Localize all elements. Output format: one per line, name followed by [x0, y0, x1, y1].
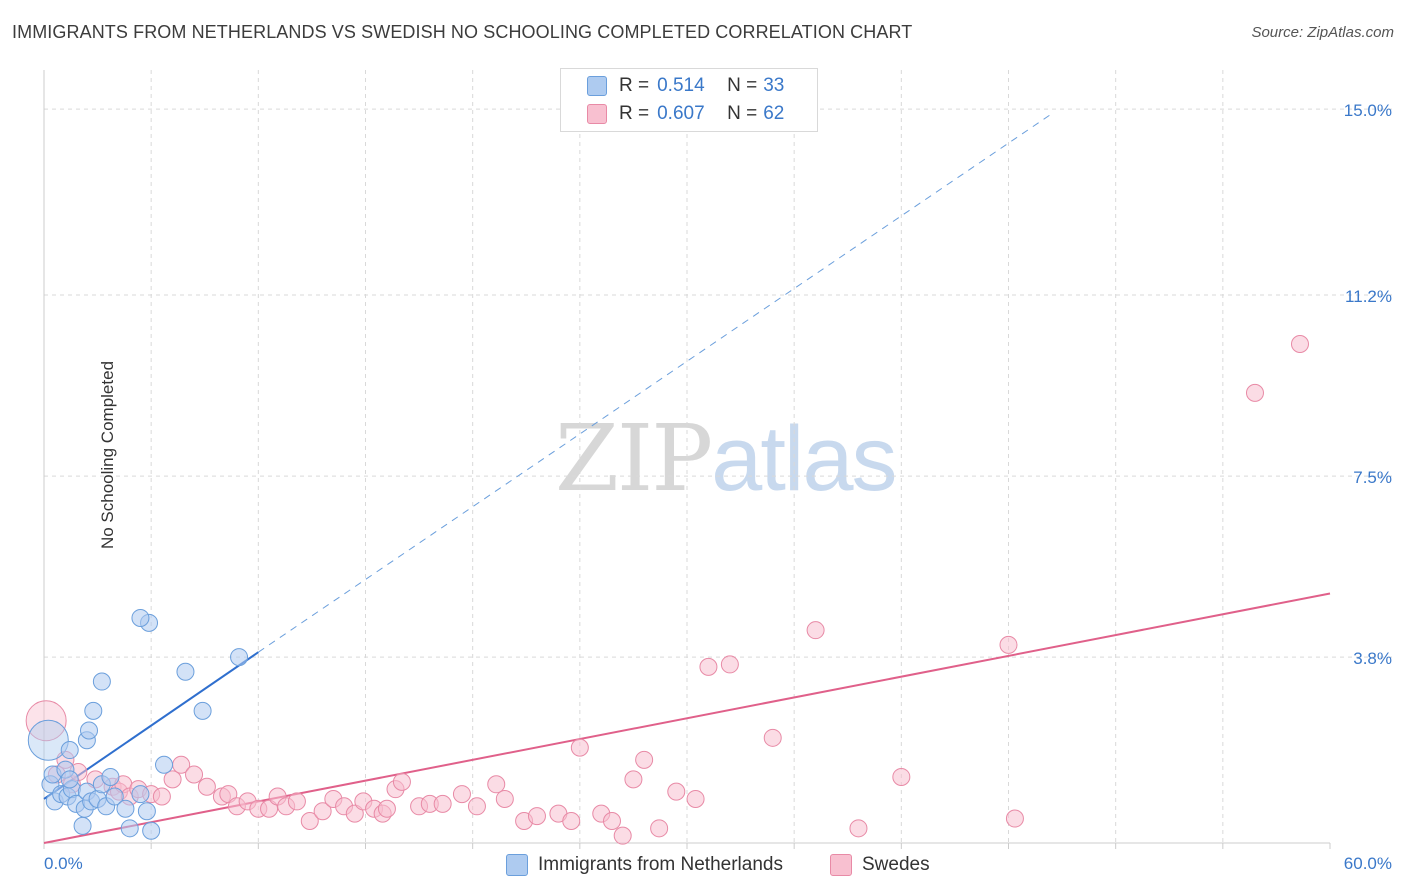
r-value: 0.514 [657, 75, 705, 96]
swedes-point [650, 819, 669, 838]
swedes-point [487, 775, 506, 794]
chart-title: IMMIGRANTS FROM NETHERLANDS VS SWEDISH N… [12, 22, 913, 42]
stats-row-swedes: R = 0.607 N = 62 [587, 101, 784, 127]
swedes-point [562, 811, 581, 830]
netherlands-trend-extension [258, 113, 1052, 653]
x-tick-label: 0.0% [44, 854, 83, 873]
r-label: R = [619, 75, 650, 96]
swedes-point [219, 785, 238, 804]
swedes-point [686, 789, 705, 808]
y-tick-label: 15.0% [1344, 101, 1392, 120]
swedes-point [433, 794, 452, 813]
swedes-point [699, 657, 718, 676]
netherlands-point [27, 719, 69, 761]
swedes-point [452, 785, 471, 804]
swedes-point [495, 789, 514, 808]
swedes-swatch [587, 104, 607, 124]
source-credit: Source: ZipAtlas.com [1251, 24, 1394, 41]
swedes-point [300, 811, 319, 830]
swedes-point [720, 655, 739, 674]
swedes-legend-swatch [830, 854, 852, 876]
legend-label-swedes: Swedes [862, 854, 930, 875]
swedes-point [570, 738, 589, 757]
netherlands-point [84, 701, 103, 720]
swedes-point [624, 770, 643, 789]
netherlands-point [155, 755, 174, 774]
swedes-point [527, 807, 546, 826]
netherlands-point [73, 816, 92, 835]
y-axis-label: No Schooling Completed [98, 360, 118, 550]
swedes-point [1245, 383, 1264, 402]
n-label: N = [727, 103, 758, 124]
netherlands-point [116, 799, 135, 818]
grid-lines [43, 70, 1392, 849]
swedes-point [287, 792, 306, 811]
netherlands-point [92, 672, 111, 691]
netherlands-point [176, 662, 195, 681]
netherlands-point [80, 721, 99, 740]
swedes-point [163, 770, 182, 789]
swedes-point [892, 767, 911, 786]
swedes-point [185, 765, 204, 784]
tick-labels: 3.8% 7.5% 11.2% 15.0% 0.0% 60.0% [44, 101, 1392, 873]
swedes-point [806, 621, 825, 640]
x-tick-label: 60.0% [1344, 854, 1392, 873]
n-value: 33 [763, 75, 785, 96]
swedes-point [377, 799, 396, 818]
netherlands-point [131, 785, 150, 804]
netherlands-swatch [587, 76, 607, 96]
swedes-point [635, 750, 654, 769]
n-value: 62 [763, 103, 785, 124]
y-tick-label: 7.5% [1353, 468, 1392, 487]
netherlands-points [27, 608, 249, 840]
netherlands-point [142, 821, 161, 840]
swedes-point [152, 787, 171, 806]
netherlands-legend-swatch [506, 854, 528, 876]
swedes-point [1290, 334, 1309, 353]
swedes-point [345, 804, 364, 823]
netherlands-point [101, 767, 120, 786]
netherlands-point [137, 802, 156, 821]
swedes-points [25, 334, 1309, 845]
netherlands-point [120, 819, 139, 838]
legend-label-netherlands: Immigrants from Netherlands [538, 854, 783, 875]
r-label: R = [619, 103, 650, 124]
swedes-point [602, 811, 621, 830]
swedes-point [667, 782, 686, 801]
swedes-point [763, 728, 782, 747]
n-label: N = [727, 75, 758, 96]
swedes-point [613, 826, 632, 845]
swedes-point [999, 635, 1018, 654]
legend-item-netherlands[interactable]: Immigrants from Netherlands [506, 852, 783, 878]
y-tick-label: 3.8% [1353, 649, 1392, 668]
swedes-point [197, 777, 216, 796]
series-legend: Immigrants from Netherlands Swedes [0, 852, 1406, 878]
netherlands-point [230, 648, 249, 667]
netherlands-point [105, 787, 124, 806]
legend-item-swedes[interactable]: Swedes [830, 852, 930, 878]
r-value: 0.607 [657, 103, 705, 124]
watermark-atlas: atlas [711, 408, 897, 510]
swedes-point [392, 772, 411, 791]
stats-row-netherlands: R = 0.514 N = 33 [587, 73, 784, 99]
swedes-point [849, 819, 868, 838]
y-tick-label: 11.2% [1345, 287, 1392, 306]
netherlands-point [60, 770, 79, 789]
swedes-point [1005, 809, 1024, 828]
swedes-point [313, 802, 332, 821]
netherlands-point [193, 701, 212, 720]
netherlands-point [131, 608, 150, 627]
stats-legend: R = 0.514 N = 33 R = 0.607 N = 62 [560, 68, 818, 132]
netherlands-point [60, 741, 79, 760]
swedes-point [467, 797, 486, 816]
